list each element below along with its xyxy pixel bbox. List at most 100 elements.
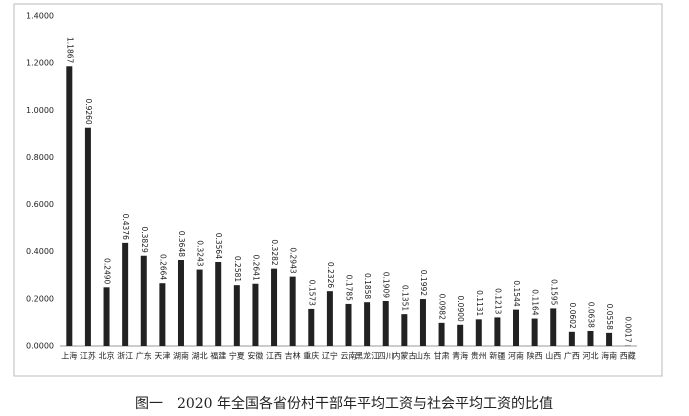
value-label: 0.4376: [121, 214, 130, 240]
bar: [494, 317, 501, 346]
value-label: 0.0900: [456, 296, 465, 322]
x-tick-label: 四川: [378, 352, 394, 361]
value-label: 0.1858: [363, 273, 372, 299]
bar: [531, 318, 538, 346]
x-tick-label: 江西: [266, 352, 282, 361]
y-tick-label: 0.4000: [26, 247, 54, 256]
x-tick-label: 重庆: [303, 351, 319, 361]
chart-title: 图一 2020 年全国各省份村干部年平均工资与社会平均工资的比值: [135, 395, 553, 412]
value-label: 0.1351: [400, 285, 409, 311]
value-label: 0.0558: [605, 304, 614, 330]
y-tick-label: 0.2000: [26, 294, 54, 303]
bar: [177, 260, 184, 346]
value-label: 1.1867: [65, 37, 74, 63]
value-label: 0.2943: [289, 247, 298, 273]
x-tick-label: 青海: [452, 351, 468, 361]
x-tick-label: 河南: [508, 351, 524, 361]
x-tick-label: 江苏: [80, 351, 96, 361]
x-tick-label: 福建: [210, 351, 226, 361]
x-tick-label: 浙江: [117, 351, 133, 361]
value-label: 0.2581: [233, 256, 242, 282]
bar: [457, 324, 464, 346]
value-label: 0.2641: [251, 254, 260, 280]
y-tick-label: 0.0000: [26, 342, 54, 351]
x-tick-label: 广西: [564, 351, 580, 361]
x-tick-label: 湖南: [173, 351, 189, 361]
x-tick-label: 河北: [582, 351, 598, 361]
bar: [345, 303, 352, 346]
bar: [419, 299, 426, 346]
x-tick-label: 内蒙古: [392, 351, 416, 361]
bar: [140, 255, 147, 346]
bar: [122, 242, 129, 346]
x-tick-label: 云南: [341, 351, 357, 361]
bar: [438, 322, 445, 346]
x-tick-label: 湖北: [192, 352, 208, 361]
value-label: 0.1213: [493, 288, 502, 314]
bar: [568, 331, 575, 346]
x-tick-label: 天津: [154, 351, 170, 361]
x-tick-label: 吉林: [285, 351, 301, 361]
x-tick-label: 上海: [61, 351, 77, 361]
bar: [84, 127, 91, 346]
bar: [233, 285, 240, 346]
bar: [382, 301, 389, 346]
bar: [326, 291, 333, 346]
bar: [271, 268, 278, 346]
x-tick-label: 山东: [415, 351, 431, 361]
y-tick-label: 1.2000: [26, 59, 54, 68]
value-label: 0.1595: [549, 279, 558, 305]
x-tick-label: 新疆: [489, 351, 505, 361]
value-label: 0.2664: [158, 254, 167, 280]
x-tick-label: 黑龙江: [355, 351, 379, 361]
x-tick-label: 甘肃: [434, 351, 450, 361]
bar: [159, 283, 166, 346]
value-label: 0.9260: [84, 98, 93, 124]
bar: [252, 283, 259, 346]
bar: [66, 66, 73, 346]
bar: [364, 302, 371, 346]
y-tick-label: 1.4000: [26, 12, 54, 21]
value-label: 0.1131: [475, 290, 484, 316]
bar: [475, 319, 482, 346]
value-label: 0.0602: [568, 303, 577, 329]
value-label: 0.1785: [345, 275, 354, 301]
x-tick-label: 辽宁: [322, 351, 338, 361]
bar: [308, 308, 315, 346]
bar: [103, 287, 110, 346]
bar: [215, 261, 222, 346]
bar: [289, 276, 296, 346]
value-label: 0.1992: [419, 270, 428, 296]
x-tick-label: 广东: [136, 351, 152, 361]
value-label: 0.3564: [214, 233, 223, 259]
value-label: 0.0017: [624, 316, 633, 342]
value-label: 0.1164: [531, 289, 540, 315]
bar: [401, 314, 408, 346]
x-tick-label: 山西: [545, 351, 561, 361]
y-tick-label: 0.6000: [26, 200, 54, 209]
value-label: 0.0638: [586, 302, 595, 328]
x-tick-label: 西藏: [620, 351, 636, 361]
value-label: 0.3282: [270, 239, 279, 265]
x-tick-label: 北京: [99, 351, 115, 361]
x-tick-label: 宁夏: [229, 351, 245, 361]
bar: [606, 332, 613, 346]
x-tick-label: 陕西: [527, 351, 543, 361]
value-label: 0.3829: [140, 226, 149, 252]
value-label: 0.0982: [438, 294, 447, 320]
value-label: 0.3243: [196, 240, 205, 266]
x-tick-label: 海南: [601, 351, 617, 361]
y-tick-label: 1.0000: [26, 106, 54, 115]
value-label: 0.1573: [307, 280, 316, 306]
value-label: 0.1544: [512, 280, 521, 306]
value-label: 0.2326: [326, 262, 335, 288]
bar: [550, 308, 557, 346]
bar: [196, 269, 203, 346]
bar: [587, 330, 594, 346]
x-tick-label: 安徽: [247, 351, 263, 361]
x-tick-label: 贵州: [471, 351, 487, 361]
value-label: 0.3648: [177, 231, 186, 257]
value-label: 0.2490: [103, 258, 112, 284]
